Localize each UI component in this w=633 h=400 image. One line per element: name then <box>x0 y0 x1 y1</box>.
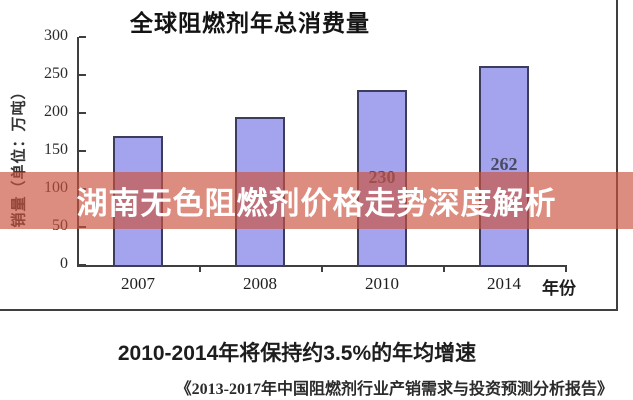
y-axis-line <box>77 37 79 267</box>
y-tick-label: 150 <box>44 141 68 158</box>
y-tick <box>79 74 86 76</box>
y-tick-label: 0 <box>60 255 68 272</box>
chart-title: 全球阻燃剂年总消费量 <box>130 10 370 36</box>
x-category-label: 2007 <box>121 274 155 293</box>
y-tick <box>79 150 86 152</box>
y-tick-label: 300 <box>44 27 68 44</box>
x-tick <box>199 265 201 272</box>
y-tick-label: 250 <box>44 65 68 82</box>
footer-report-source: 《2013-2017年中国阻燃剂行业产销需求与投资预测分析报告》 <box>175 381 613 398</box>
y-tick <box>79 112 86 114</box>
banner-headline: 湖南无色阻燃剂价格走势深度解析 <box>76 186 557 221</box>
x-tick <box>321 265 323 272</box>
x-axis-title: 年份 <box>542 279 576 298</box>
y-tick-label: 200 <box>44 103 68 120</box>
bar-value-label: 262 <box>490 154 518 175</box>
x-tick <box>565 265 567 272</box>
y-tick <box>79 264 86 266</box>
bar-2014 <box>479 65 529 267</box>
x-tick <box>443 265 445 272</box>
x-category-label: 2014 <box>487 274 521 293</box>
x-category-label: 2010 <box>365 274 399 293</box>
overlay-banner: 湖南无色阻燃剂价格走势深度解析 <box>0 172 633 229</box>
y-tick <box>79 36 86 38</box>
chart-frame <box>0 0 618 311</box>
footer-growth-note: 2010-2014年将保持约3.5%的年均增速 <box>117 342 477 365</box>
x-category-label: 2008 <box>243 274 277 293</box>
